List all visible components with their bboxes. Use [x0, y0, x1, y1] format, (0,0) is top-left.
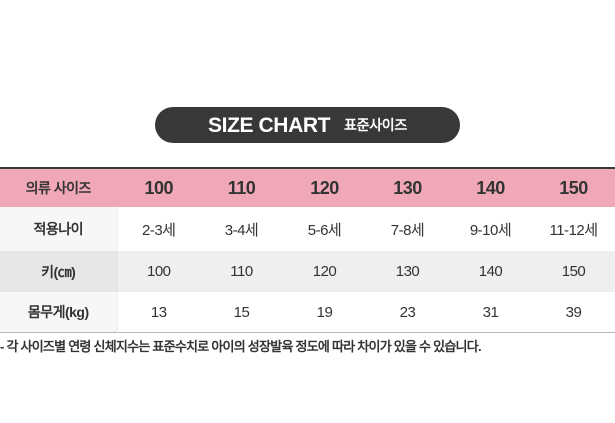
- age-value-130: 7-8세: [366, 207, 449, 251]
- row-label-age: 적용나이: [0, 207, 118, 251]
- header-size-100: 100: [117, 168, 200, 207]
- header-size-150: 150: [532, 168, 615, 207]
- weight-value-120: 19: [283, 292, 366, 333]
- weight-value-140: 31: [449, 292, 532, 333]
- size-chart-footnote: - 각 사이즈별 연령 신체지수는 표준수치로 아이의 성장발육 정도에 따라 …: [0, 339, 482, 354]
- height-value-100: 100: [117, 251, 200, 292]
- weight-value-150: 39: [532, 292, 615, 333]
- row-label-height: 키(㎝): [0, 251, 118, 292]
- table-header-row: 의류 사이즈 100 110 120 130 140 150: [0, 168, 615, 207]
- title-main-text: SIZE CHART: [208, 113, 331, 137]
- row-label-weight: 몸무게(kg): [0, 292, 118, 333]
- table-row-height: 키(㎝) 100 110 120 130 140 150: [0, 251, 615, 292]
- header-size-120: 120: [283, 168, 366, 207]
- header-label-clothing-size: 의류 사이즈: [0, 168, 118, 207]
- age-value-150: 11-12세: [532, 207, 615, 251]
- size-chart-title-bar: SIZE CHART 표준사이즈: [0, 107, 615, 143]
- table-row-age: 적용나이 2-3세 3-4세 5-6세 7-8세 9-10세 11-12세: [0, 207, 615, 251]
- age-value-110: 3-4세: [200, 207, 283, 251]
- height-value-110: 110: [200, 251, 283, 292]
- age-value-140: 9-10세: [449, 207, 532, 251]
- header-size-140: 140: [449, 168, 532, 207]
- weight-value-100: 13: [117, 292, 200, 333]
- age-value-100: 2-3세: [117, 207, 200, 251]
- header-size-110: 110: [200, 168, 283, 207]
- title-sub-text: 표준사이즈: [344, 117, 407, 133]
- height-value-150: 150: [532, 251, 615, 292]
- height-value-130: 130: [366, 251, 449, 292]
- weight-value-130: 23: [366, 292, 449, 333]
- title-pill: SIZE CHART 표준사이즈: [155, 107, 460, 143]
- height-value-140: 140: [449, 251, 532, 292]
- header-size-130: 130: [366, 168, 449, 207]
- age-value-120: 5-6세: [283, 207, 366, 251]
- size-chart-table: 의류 사이즈 100 110 120 130 140 150 적용나이 2-3세…: [0, 167, 615, 333]
- table-row-weight: 몸무게(kg) 13 15 19 23 31 39: [0, 292, 615, 333]
- weight-value-110: 15: [200, 292, 283, 333]
- height-value-120: 120: [283, 251, 366, 292]
